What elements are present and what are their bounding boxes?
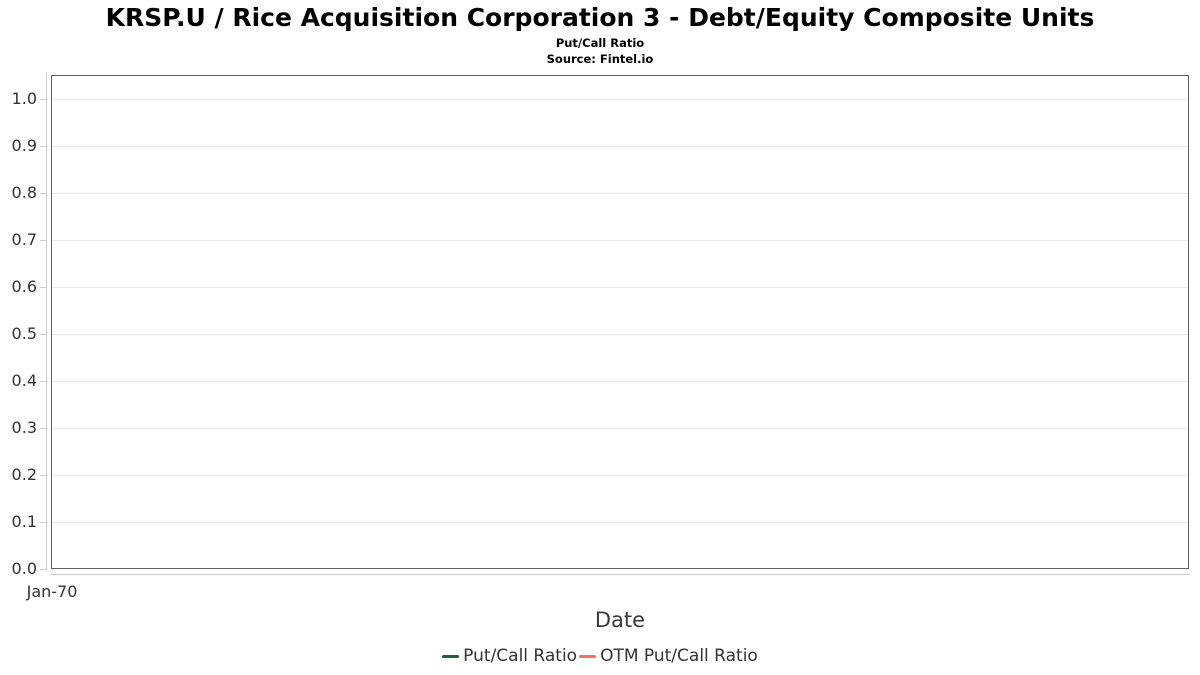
y-tick	[40, 287, 47, 288]
y-tick-label: 0.0	[11, 559, 37, 578]
y-tick	[40, 475, 47, 476]
chart-source: Source: Fintel.io	[546, 52, 654, 66]
chart-legend: Put/Call Ratio OTM Put/Call Ratio	[0, 646, 1200, 666]
y-tick-label: 0.8	[11, 183, 37, 202]
legend-label: OTM Put/Call Ratio	[600, 646, 758, 666]
x-axis-title: Date	[594, 608, 646, 632]
y-tick-label: 0.6	[11, 277, 37, 296]
y-tick	[40, 193, 47, 194]
y-tick	[40, 99, 47, 100]
y-gridline	[53, 334, 1187, 335]
legend-item-put-call-ratio[interactable]: Put/Call Ratio	[442, 646, 577, 666]
y-gridline	[53, 381, 1187, 382]
x-axis-line	[51, 574, 1190, 575]
chart-subtitle: Put/Call Ratio	[555, 36, 645, 50]
x-tick-label: Jan-70	[26, 582, 78, 601]
plot-area	[51, 75, 1189, 569]
y-tick	[40, 522, 47, 523]
otm-put-call-ratio-line-icon	[579, 654, 597, 658]
y-tick-label: 0.3	[11, 418, 37, 437]
y-gridline	[53, 522, 1187, 523]
legend-item-otm-put-call-ratio[interactable]: OTM Put/Call Ratio	[579, 646, 758, 666]
legend-label: Put/Call Ratio	[463, 646, 578, 666]
y-tick	[40, 381, 47, 382]
y-tick	[40, 569, 47, 570]
y-tick	[40, 240, 47, 241]
y-gridline	[53, 146, 1187, 147]
y-tick	[40, 146, 47, 147]
y-gridline	[53, 287, 1187, 288]
y-tick-label: 1.0	[11, 89, 37, 108]
y-tick-label: 0.2	[11, 465, 37, 484]
y-tick-label: 0.4	[11, 371, 37, 390]
y-gridline	[53, 193, 1187, 194]
y-tick-label: 0.7	[11, 230, 37, 249]
y-tick-label: 0.5	[11, 324, 37, 343]
put-call-ratio-line-icon	[442, 654, 460, 658]
chart-title: KRSP.U / Rice Acquisition Corporation 3 …	[105, 3, 1095, 32]
y-tick-label: 0.9	[11, 136, 37, 155]
y-axis-line	[46, 72, 47, 570]
y-gridline	[53, 240, 1187, 241]
y-gridline	[53, 99, 1187, 100]
y-gridline	[53, 428, 1187, 429]
y-gridline	[53, 475, 1187, 476]
y-tick-label: 0.1	[11, 512, 37, 531]
y-tick	[40, 334, 47, 335]
y-tick	[40, 428, 47, 429]
